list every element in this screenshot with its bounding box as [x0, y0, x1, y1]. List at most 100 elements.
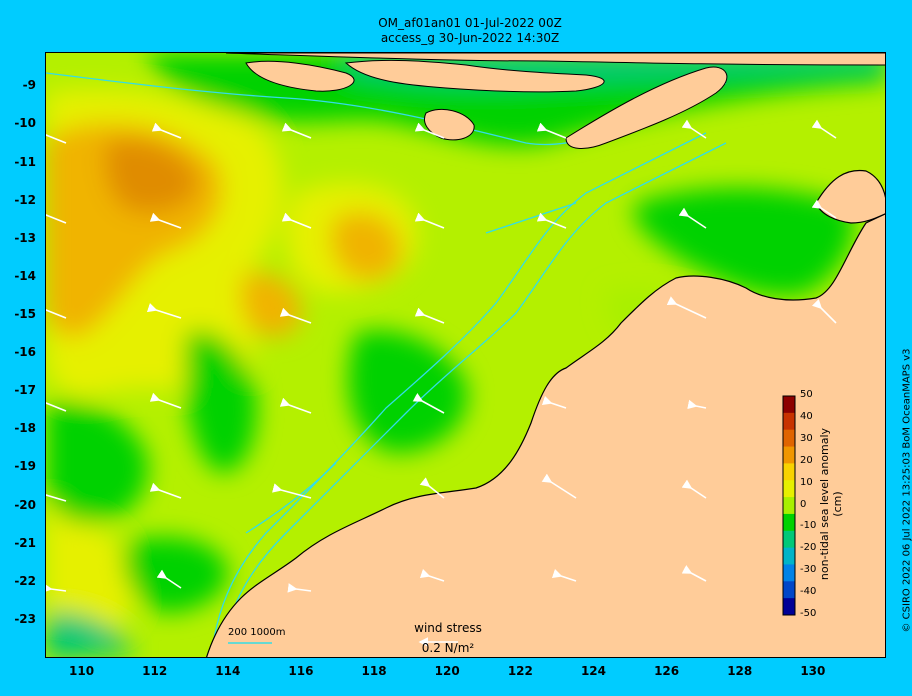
wind-arrow: [536, 122, 567, 139]
colorbar-title: non-tidal sea level anomaly (cm): [818, 427, 844, 581]
lat-tick-label: -23: [14, 611, 36, 626]
wind-arrow: [681, 565, 707, 582]
lat-tick-label: -12: [14, 192, 36, 207]
colorbar-tick-label: 40: [800, 410, 813, 422]
colorbar-tick-label: 30: [800, 432, 813, 444]
colorbar-swatch: [783, 412, 795, 431]
colorbar-swatch: [783, 530, 795, 549]
map-canvas[interactable]: [46, 53, 886, 658]
wind-arrow: [541, 395, 567, 409]
lon-tick-label: 116: [288, 664, 314, 678]
lon-tick-label: 128: [727, 664, 753, 678]
colorbar-swatch: [783, 429, 795, 448]
wind-stress-title: wind stress: [414, 621, 482, 635]
wind-arrow: [811, 298, 837, 324]
wind-arrow: [419, 568, 445, 582]
wind-arrow: [272, 483, 312, 499]
wind-arrow: [279, 307, 312, 324]
lon-tick-label: 124: [580, 664, 606, 678]
wind-arrow: [149, 392, 182, 409]
wind-stress-arrows: [46, 119, 837, 593]
colorbar-swatch: [783, 547, 795, 565]
wind-arrow: [681, 119, 707, 139]
lon-tick-label: 114: [215, 664, 241, 678]
colorbar-tick-label: -40: [800, 586, 817, 598]
wind-arrow: [149, 482, 182, 499]
map-title-line1: OM_af01an01 01-Jul-2022 00Z: [378, 16, 562, 30]
lat-tick-label: -9: [22, 78, 36, 93]
land-kimberley-headland: [815, 169, 885, 224]
colorbar-tick-label: 20: [800, 454, 813, 466]
colorbar-tick-label: -30: [800, 564, 817, 576]
colorbar-swatch: [783, 497, 795, 515]
wind-arrow: [536, 212, 567, 229]
lat-tick-label: -16: [14, 345, 36, 360]
colorbar-swatch: [783, 446, 795, 464]
land-northern-islands: [225, 53, 885, 66]
lat-tick-label: -17: [14, 383, 36, 398]
colorbar-swatch: [783, 396, 795, 414]
wind-arrow: [414, 307, 445, 324]
lat-tick-label: -10: [14, 116, 36, 131]
colorbar-border: [782, 395, 796, 616]
wind-arrow: [419, 477, 445, 499]
lat-tick-label: -21: [14, 535, 36, 550]
island-lesser-sunda: [344, 59, 605, 93]
lon-tick-label: 118: [361, 664, 387, 678]
colorbar-swatch: [783, 581, 795, 599]
colorbar-swatch: [783, 598, 795, 616]
lat-tick-label: -20: [14, 497, 36, 512]
map-title-line2: access_g 30-Jun-2022 14:30Z: [380, 31, 560, 45]
lon-tick-label: 122: [507, 664, 533, 678]
lon-tick-label: 112: [142, 664, 168, 678]
colorbar-swatch: [783, 463, 795, 481]
wind-arrow: [279, 397, 312, 414]
wind-arrow: [46, 395, 67, 412]
wind-arrow: [281, 122, 312, 139]
wind-arrow: [551, 568, 577, 582]
wind-arrow: [46, 488, 67, 502]
island-sumba: [424, 109, 475, 141]
colorbar-tick-label: -50: [800, 608, 817, 619]
wind-arrow: [412, 392, 445, 414]
lat-tick-label: -22: [14, 573, 36, 588]
lon-tick-label: 130: [800, 664, 826, 678]
wind-arrow: [287, 583, 312, 593]
land-australia: [206, 213, 885, 657]
lat-tick-label: -15: [14, 306, 36, 321]
colorbar-tick-label: -10: [800, 520, 817, 532]
wind-arrow: [156, 569, 182, 589]
lon-tick-label: 110: [69, 664, 95, 678]
credit-line: © CSIRO 2022 06 Jul 2022 13:25:03 BoM Oc…: [901, 348, 912, 633]
colorbar-tick-label: 0: [800, 498, 807, 510]
wind-arrow: [681, 479, 707, 499]
lon-tick-label: 126: [654, 664, 680, 678]
lat-tick-label: -11: [14, 154, 36, 169]
lat-tick-label: -19: [14, 459, 36, 474]
contour-legend-label: 200 1000m: [228, 627, 286, 638]
wind-arrow: [46, 583, 67, 593]
wind-arrow: [687, 399, 707, 410]
colorbar-tick-label: -20: [800, 542, 817, 554]
wind-arrow: [146, 302, 182, 319]
lat-tick-label: -14: [14, 268, 36, 283]
colorbar-tick-label: 10: [800, 476, 813, 488]
wind-arrow: [46, 207, 67, 224]
island-timor: [565, 66, 728, 149]
colorbar: [782, 395, 796, 616]
colorbar-swatch: [783, 480, 795, 498]
wind-arrow: [149, 212, 182, 229]
island-java-east: [245, 60, 355, 92]
lon-tick-label: 120: [434, 664, 460, 678]
wind-arrow: [811, 119, 837, 139]
lat-tick-label: -18: [14, 421, 36, 436]
lat-tick-label: -13: [14, 230, 36, 245]
wind-arrow: [666, 296, 707, 319]
colorbar-swatch: [783, 564, 795, 582]
wind-arrow: [678, 207, 707, 229]
wind-arrow: [811, 199, 837, 219]
map-frame[interactable]: [45, 52, 886, 658]
wind-arrow: [541, 473, 577, 499]
wind-arrow: [414, 122, 445, 139]
wind-arrow: [281, 212, 312, 229]
